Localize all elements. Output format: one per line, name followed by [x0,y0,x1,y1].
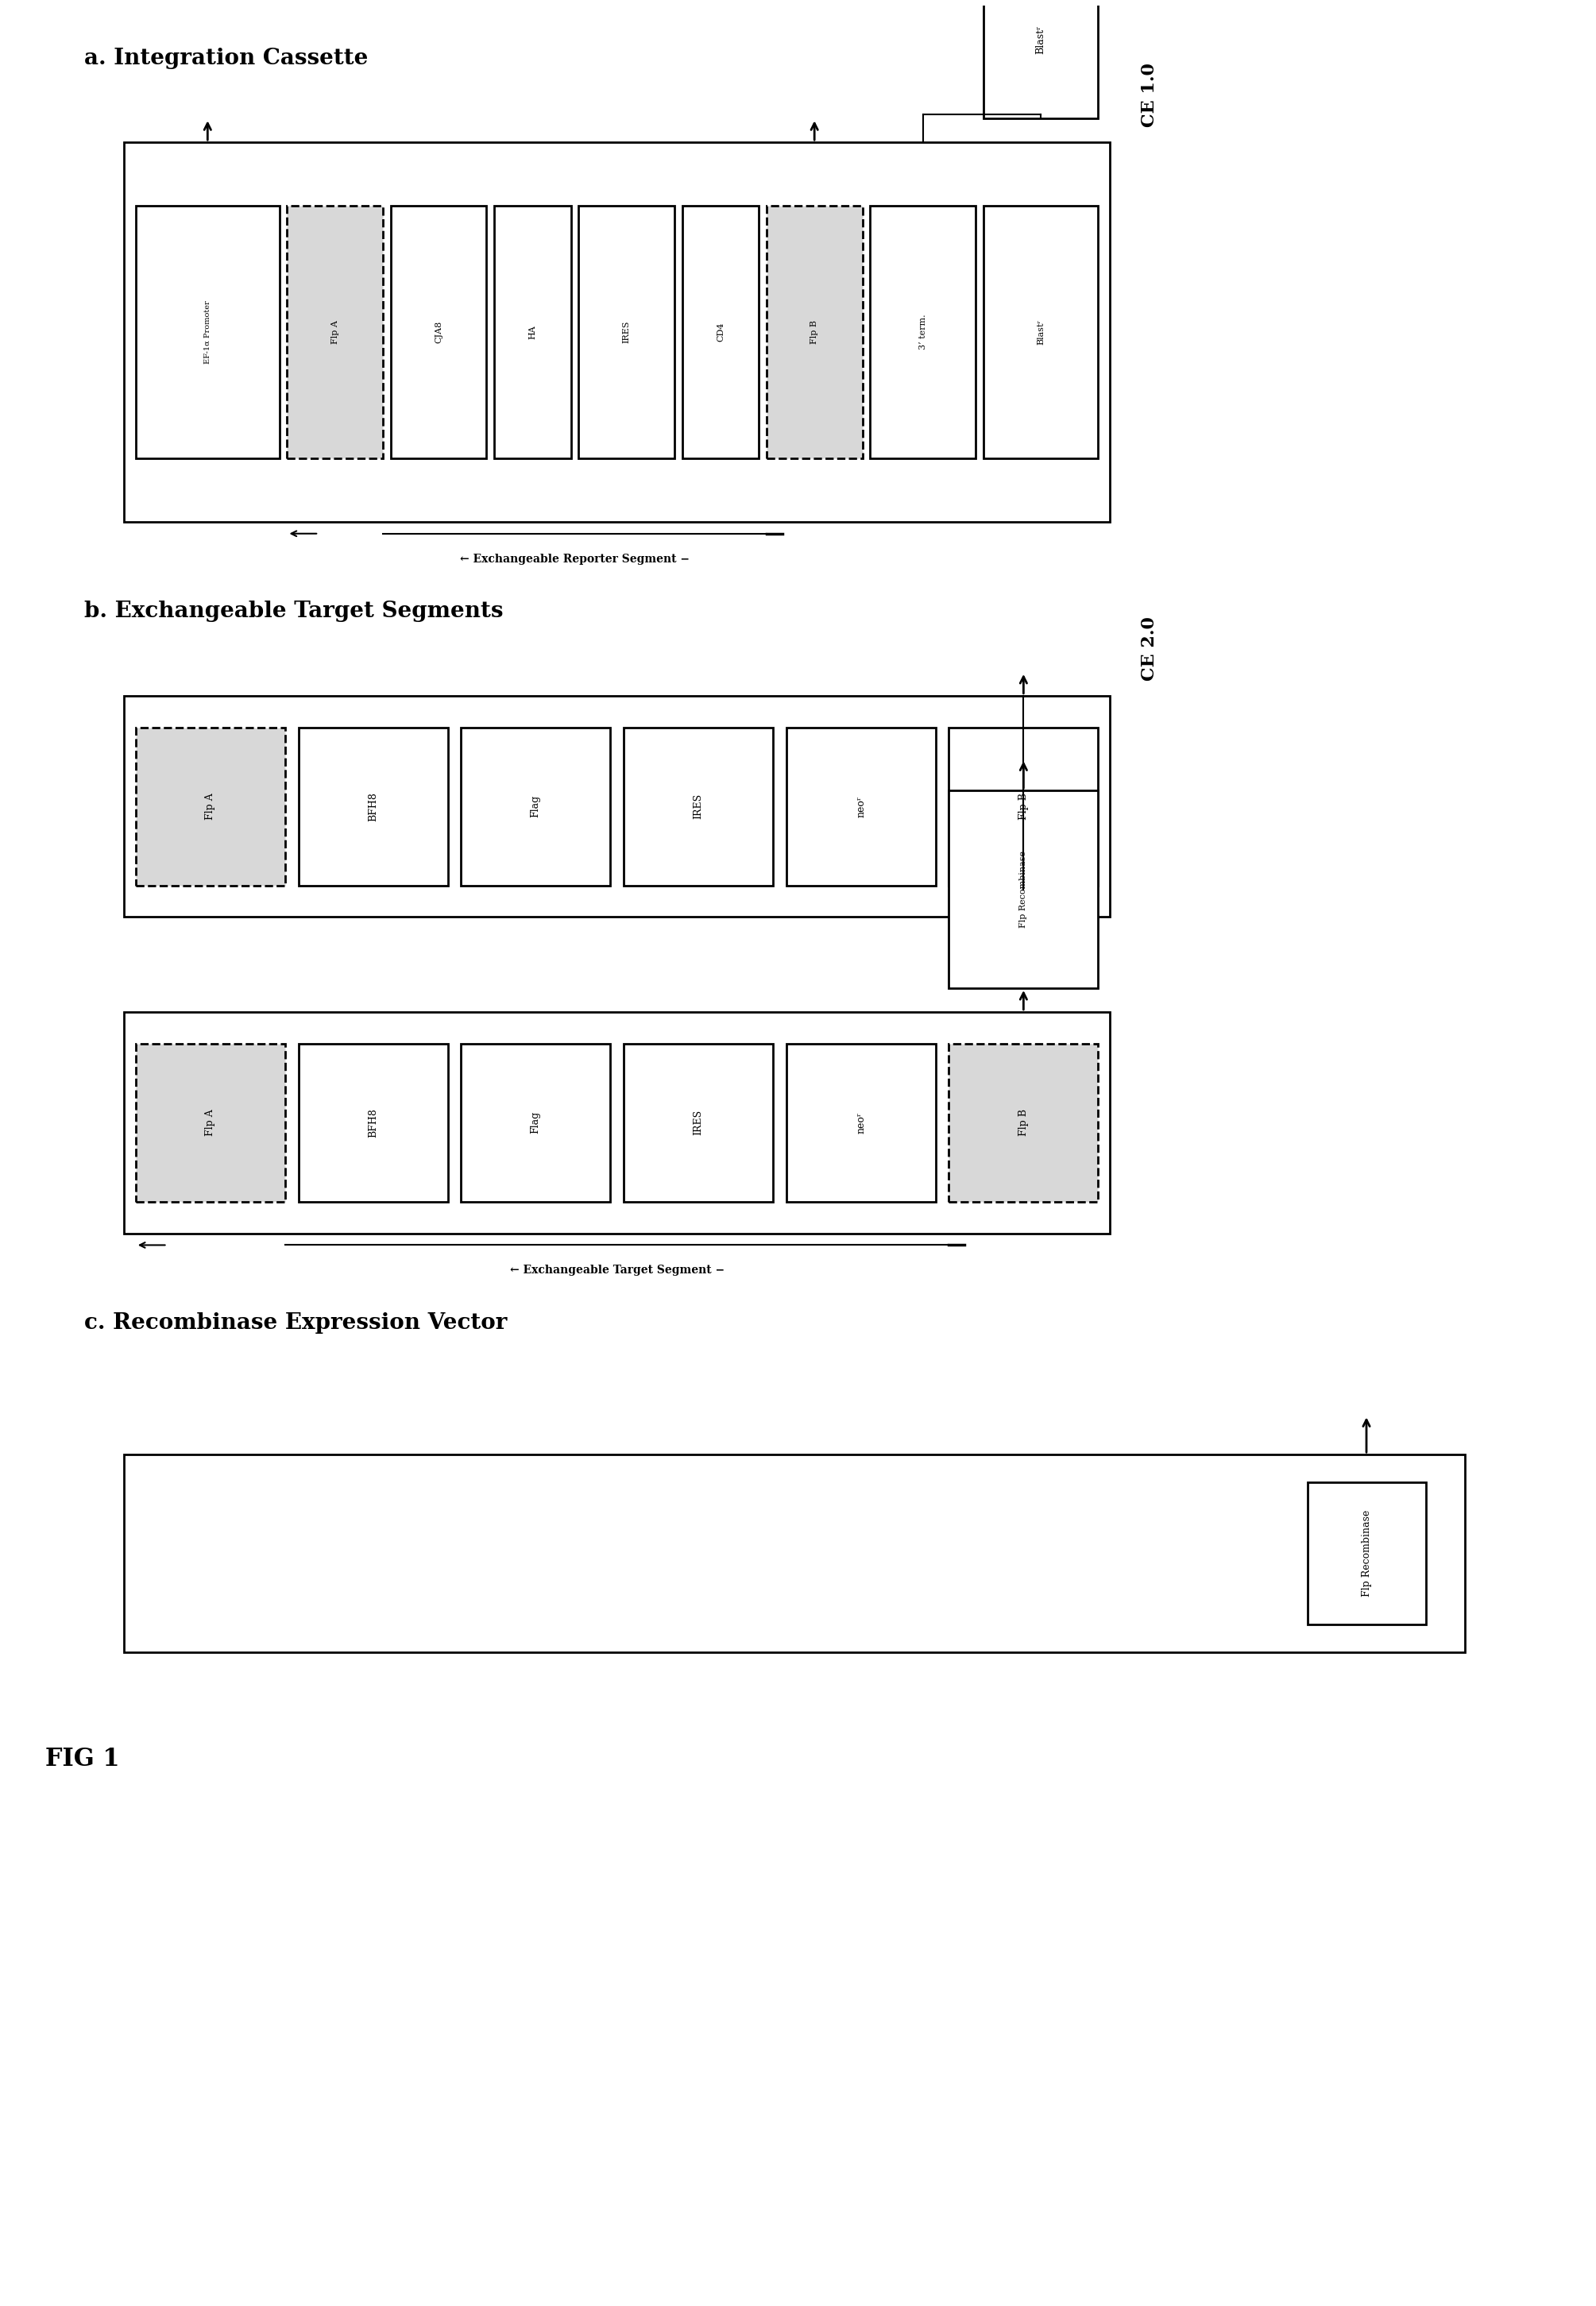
Text: Flp Recombinase: Flp Recombinase [1361,1510,1371,1596]
Text: FIG 1: FIG 1 [45,1748,120,1771]
Text: ← Exchangeable Reporter Segment −: ← Exchangeable Reporter Segment − [460,553,689,565]
FancyBboxPatch shape [983,205,1098,459]
Text: Flp A: Flp A [330,321,338,344]
Text: Flp A: Flp A [206,793,215,819]
Text: Flp B: Flp B [1018,1109,1029,1137]
Text: ← Exchangeable Target Segment −: ← Exchangeable Target Segment − [509,1266,725,1275]
Text: Blastʳ: Blastʳ [1036,25,1045,53]
Text: CD4: CD4 [717,323,725,341]
Text: IRES: IRES [622,321,630,344]
Text: Flag: Flag [530,796,541,819]
Text: Flag: Flag [530,1111,541,1135]
Text: HA: HA [528,325,536,339]
Text: IRES: IRES [693,1109,704,1135]
FancyBboxPatch shape [624,1045,772,1201]
Text: CE 1.0: CE 1.0 [1141,62,1159,127]
FancyBboxPatch shape [950,726,1098,886]
Text: Flp B: Flp B [811,321,819,344]
FancyBboxPatch shape [495,205,571,459]
Text: c. Recombinase Expression Vector: c. Recombinase Expression Vector [85,1312,508,1333]
FancyBboxPatch shape [579,205,675,459]
FancyBboxPatch shape [136,726,286,886]
FancyBboxPatch shape [766,205,862,459]
FancyBboxPatch shape [787,1045,935,1201]
Text: IRES: IRES [693,793,704,819]
FancyBboxPatch shape [298,726,447,886]
FancyBboxPatch shape [461,726,610,886]
Text: Flp A: Flp A [206,1109,215,1137]
FancyBboxPatch shape [391,205,487,459]
FancyBboxPatch shape [950,1045,1098,1201]
FancyBboxPatch shape [787,726,935,886]
FancyBboxPatch shape [983,0,1098,118]
Text: neoʳ: neoʳ [855,796,867,816]
Text: CJA8: CJA8 [434,321,442,344]
FancyBboxPatch shape [950,791,1098,989]
Text: a. Integration Cassette: a. Integration Cassette [85,48,369,69]
FancyBboxPatch shape [136,1045,286,1201]
FancyBboxPatch shape [681,205,758,459]
FancyBboxPatch shape [461,1045,610,1201]
Text: Flp Recombinase: Flp Recombinase [1020,851,1028,927]
Text: BFH8: BFH8 [367,791,378,821]
FancyBboxPatch shape [298,1045,447,1201]
Text: neoʳ: neoʳ [855,1111,867,1135]
Text: Blastʳ: Blastʳ [1037,318,1045,346]
Text: BFH8: BFH8 [367,1107,378,1137]
Text: EF-1α Promoter: EF-1α Promoter [204,300,211,364]
FancyBboxPatch shape [1307,1483,1425,1623]
Text: Flp B: Flp B [1018,793,1029,821]
FancyBboxPatch shape [870,205,975,459]
Text: 3’ term.: 3’ term. [919,314,927,351]
Text: b. Exchangeable Target Segments: b. Exchangeable Target Segments [85,602,503,623]
FancyBboxPatch shape [136,205,279,459]
Text: CE 2.0: CE 2.0 [1141,616,1159,680]
FancyBboxPatch shape [624,726,772,886]
FancyBboxPatch shape [287,205,383,459]
